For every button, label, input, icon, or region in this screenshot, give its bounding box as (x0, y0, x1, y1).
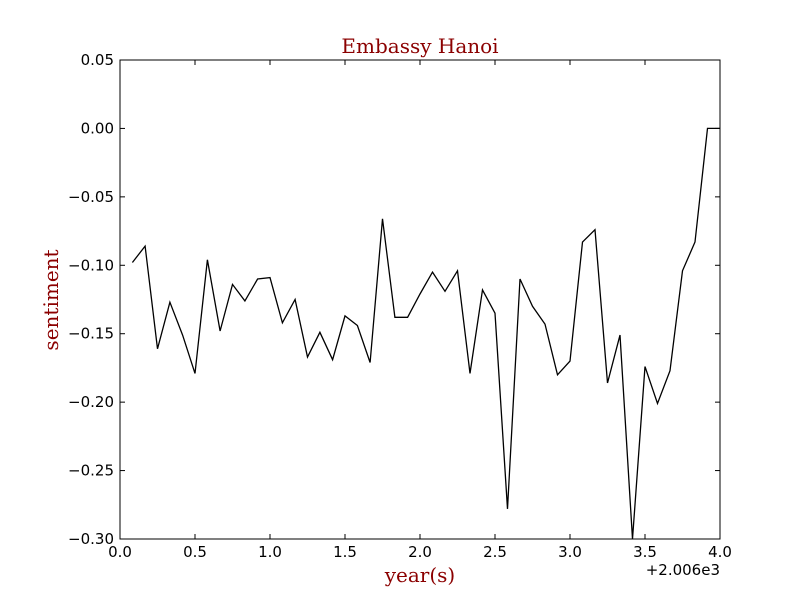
chart-title: Embassy Hanoi (341, 34, 498, 58)
y-tick-label: 0.05 (81, 51, 114, 69)
y-tick-label: −0.25 (68, 462, 114, 480)
x-tick-label: 0.0 (108, 543, 132, 561)
x-tick-label: 0.5 (183, 543, 207, 561)
x-axis-label: year(s) (384, 563, 456, 587)
y-tick-label: −0.05 (68, 188, 114, 206)
y-tick-label: −0.30 (68, 530, 114, 548)
y-axis-label: sentiment (39, 249, 63, 350)
data-layer (131, 127, 720, 540)
x-tick-label: 3.0 (558, 543, 582, 561)
x-tick-label: 2.0 (408, 543, 432, 561)
x-offset-label: +2.006e3 (646, 561, 720, 579)
x-tick-label: 1.5 (333, 543, 357, 561)
x-tick-label: 3.5 (633, 543, 657, 561)
plot-area (120, 60, 720, 539)
y-tick-label: −0.10 (68, 256, 114, 274)
plot-frame (119, 59, 721, 540)
series-line-0 (131, 127, 720, 540)
y-tick-label: −0.20 (68, 393, 114, 411)
x-tick-label: 1.0 (258, 543, 282, 561)
x-tick-label: 2.5 (483, 543, 507, 561)
y-tick-label: 0.00 (81, 119, 114, 137)
x-tick-label: 4.0 (708, 543, 732, 561)
y-tick-label: −0.15 (68, 325, 114, 343)
tick-labels: 0.0 0.5 1.0 1.5 2.0 2.5 3.0 3.5 4.0 0.05 0.00 −0.05… (68, 51, 732, 561)
